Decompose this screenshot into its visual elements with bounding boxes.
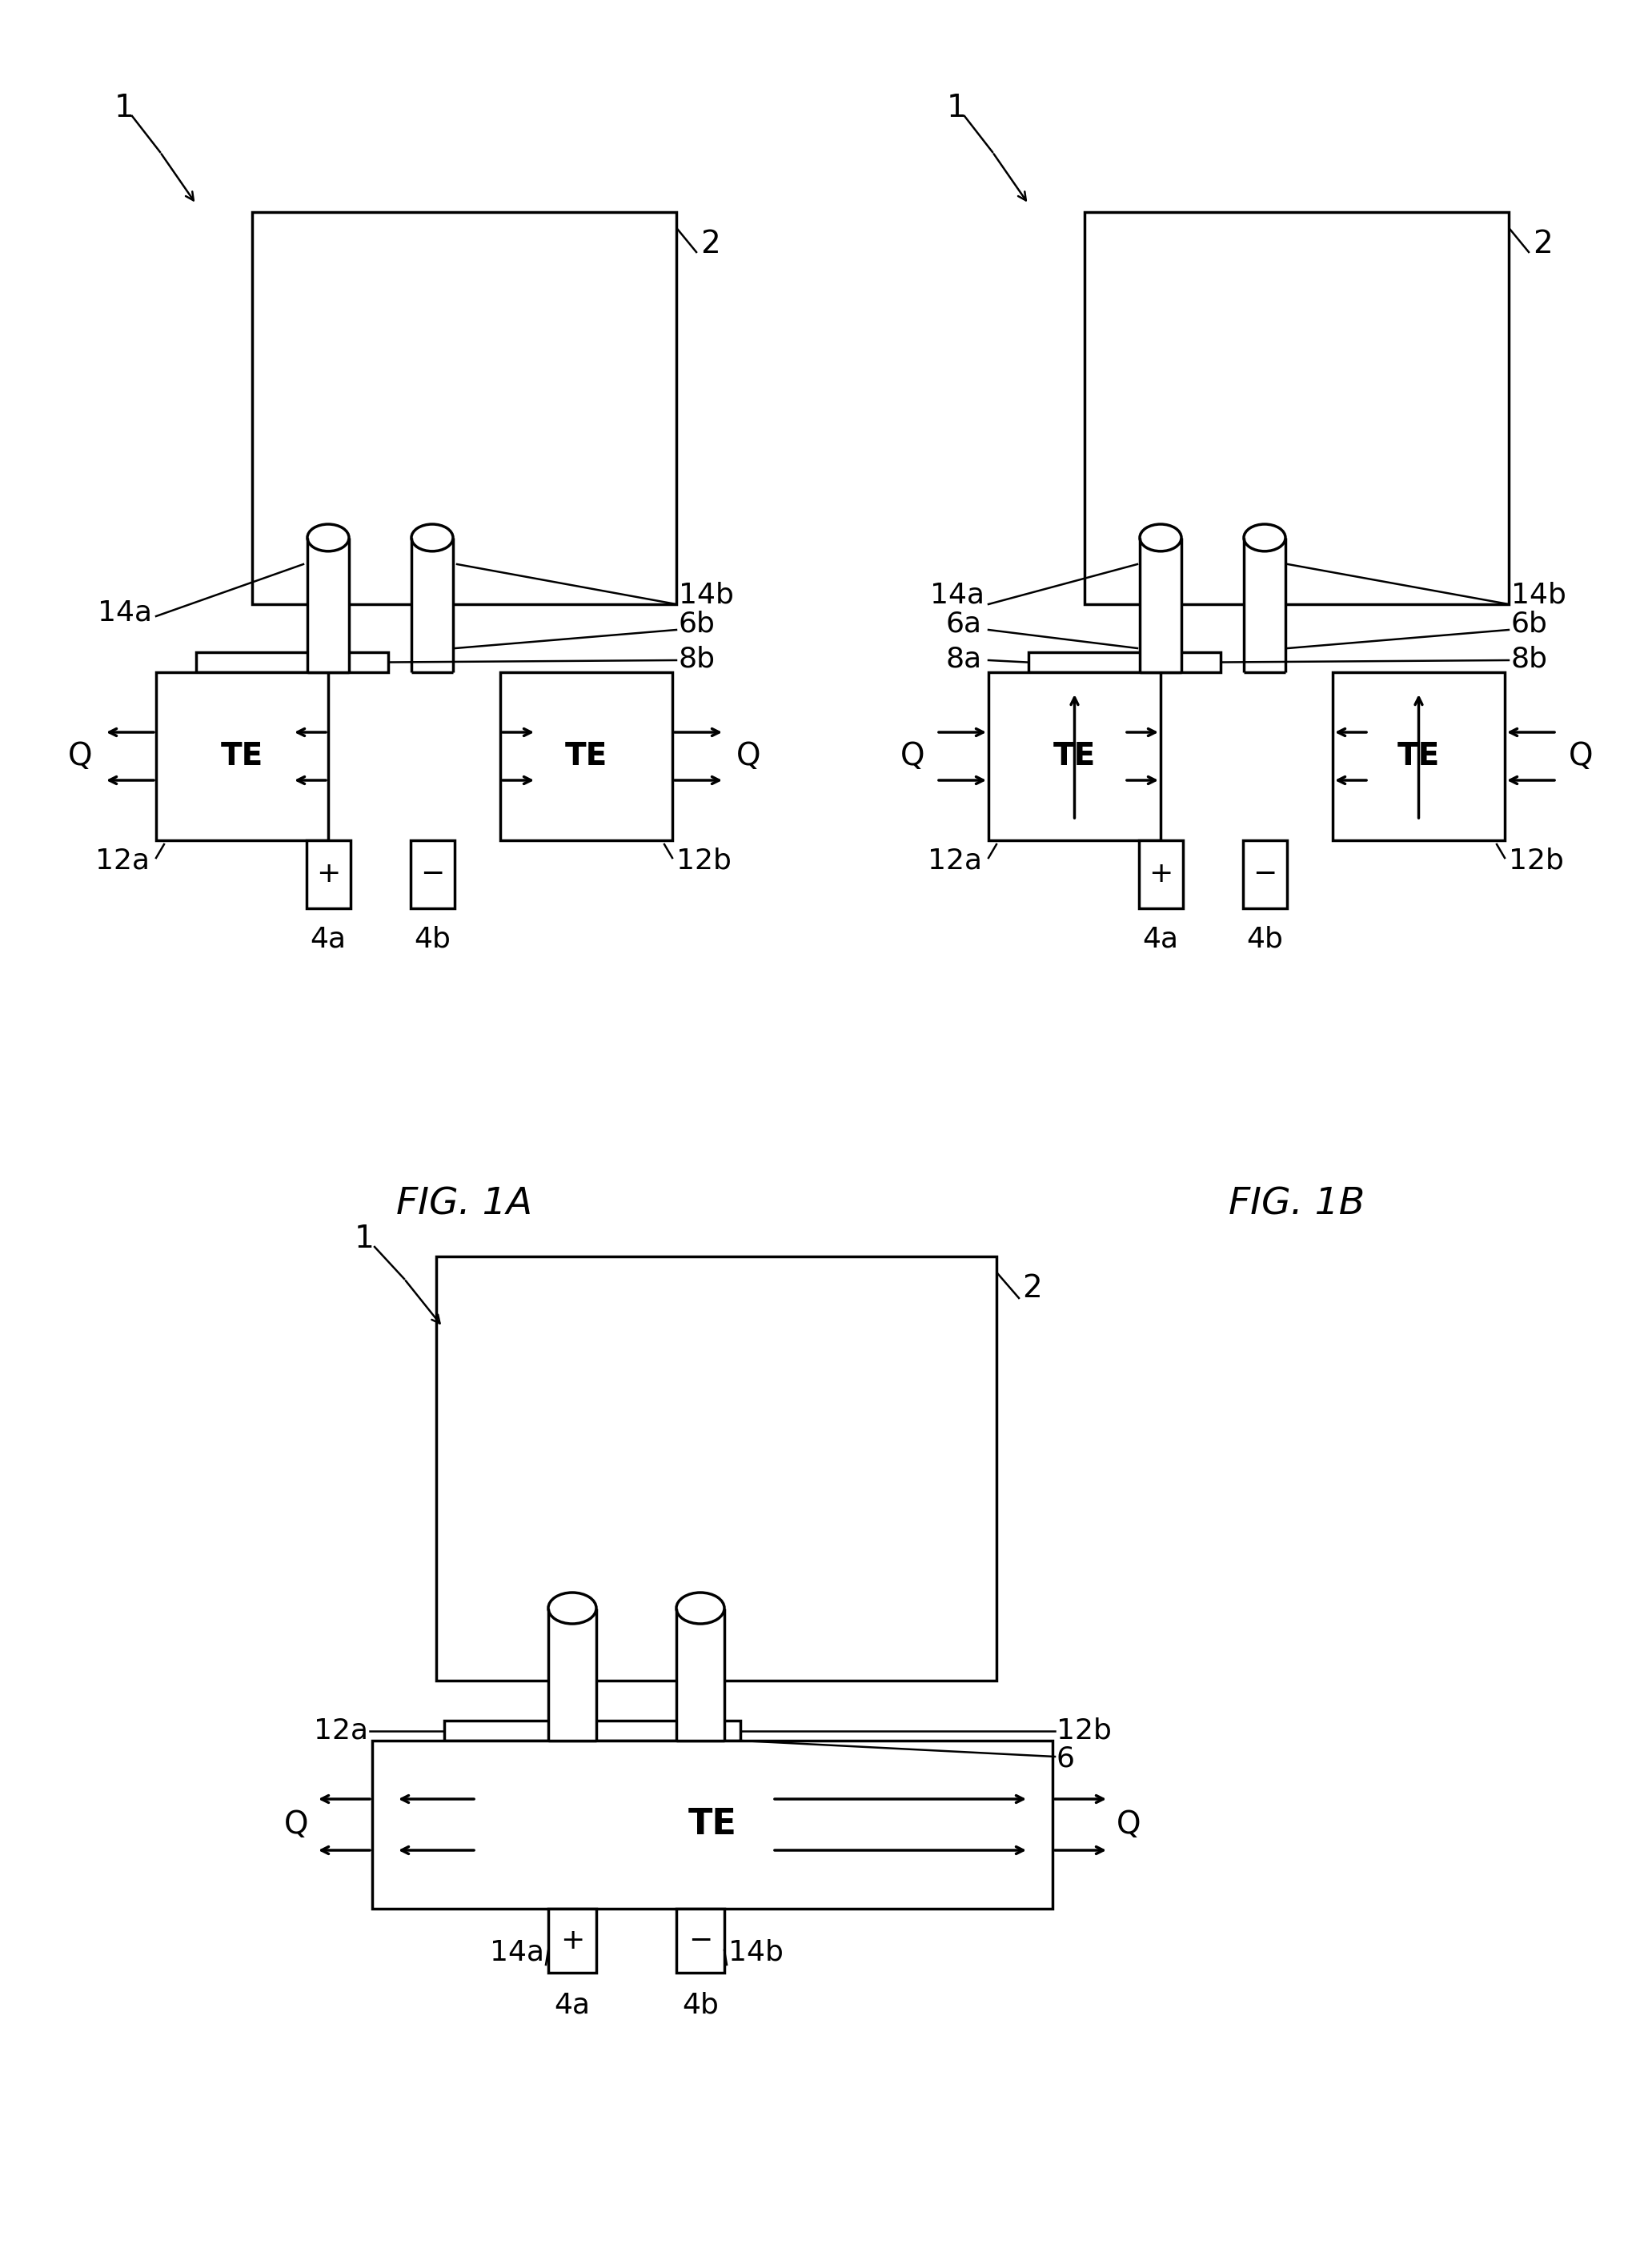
Text: Q: Q bbox=[68, 741, 93, 772]
Bar bbox=[1140, 539, 1181, 673]
Text: 4b: 4b bbox=[415, 925, 451, 951]
Text: Q: Q bbox=[284, 1809, 309, 1840]
Text: 8a: 8a bbox=[947, 644, 981, 673]
Text: 2: 2 bbox=[1023, 1272, 1042, 1304]
Text: 4a: 4a bbox=[555, 1990, 590, 2017]
Bar bbox=[988, 673, 1161, 839]
Text: +: + bbox=[560, 1928, 585, 1955]
Text: Q: Q bbox=[900, 741, 925, 772]
Text: 8b: 8b bbox=[679, 644, 715, 673]
Text: 2: 2 bbox=[1533, 229, 1553, 260]
Text: 14a: 14a bbox=[491, 1939, 544, 1966]
Bar bbox=[253, 213, 676, 604]
Text: 12b: 12b bbox=[1057, 1717, 1112, 1744]
Text: 6b: 6b bbox=[1512, 610, 1548, 637]
Bar bbox=[1333, 673, 1505, 839]
Text: 12a: 12a bbox=[96, 846, 150, 873]
Text: 4a: 4a bbox=[1143, 925, 1178, 951]
Text: 12a: 12a bbox=[928, 846, 981, 873]
Bar bbox=[1084, 213, 1508, 604]
Text: TE: TE bbox=[1054, 741, 1095, 772]
Bar bbox=[436, 1257, 996, 1681]
Text: 1: 1 bbox=[354, 1223, 373, 1254]
Text: TE: TE bbox=[687, 1806, 737, 1842]
Text: 14b: 14b bbox=[729, 1939, 783, 1966]
Text: TE: TE bbox=[1398, 741, 1441, 772]
Text: −: − bbox=[1252, 862, 1277, 889]
Text: 14a: 14a bbox=[930, 581, 985, 608]
Text: 4a: 4a bbox=[311, 925, 347, 951]
Bar bbox=[1029, 653, 1221, 673]
Text: 6b: 6b bbox=[679, 610, 715, 637]
Text: TE: TE bbox=[221, 741, 263, 772]
Bar bbox=[306, 839, 350, 909]
Text: 1: 1 bbox=[114, 92, 134, 123]
Text: 1: 1 bbox=[947, 92, 966, 123]
Ellipse shape bbox=[676, 1593, 724, 1625]
Bar bbox=[676, 1609, 724, 1741]
Text: Q: Q bbox=[1117, 1809, 1142, 1840]
Bar bbox=[1244, 539, 1285, 673]
Text: 12b: 12b bbox=[676, 846, 732, 873]
Text: 14b: 14b bbox=[1512, 581, 1566, 608]
Bar bbox=[372, 1741, 1052, 1910]
Text: +: + bbox=[316, 862, 340, 889]
Ellipse shape bbox=[1244, 525, 1285, 552]
Text: 6a: 6a bbox=[947, 610, 981, 637]
Ellipse shape bbox=[548, 1593, 596, 1625]
Text: Q: Q bbox=[737, 741, 760, 772]
Bar bbox=[1242, 839, 1287, 909]
Text: 4b: 4b bbox=[1246, 925, 1284, 951]
Bar bbox=[155, 673, 329, 839]
Bar bbox=[1138, 839, 1183, 909]
Bar bbox=[197, 653, 388, 673]
Bar bbox=[676, 1910, 724, 1972]
Bar bbox=[410, 839, 454, 909]
Text: 4b: 4b bbox=[682, 1990, 719, 2017]
Bar bbox=[548, 1910, 596, 1972]
Bar bbox=[548, 1609, 596, 1741]
Text: 2: 2 bbox=[700, 229, 720, 260]
Bar bbox=[411, 539, 453, 673]
Text: −: − bbox=[420, 862, 444, 889]
Ellipse shape bbox=[307, 525, 349, 552]
Text: FIG. 1B: FIG. 1B bbox=[1229, 1187, 1365, 1223]
Text: 14a: 14a bbox=[97, 599, 152, 626]
Text: 12a: 12a bbox=[314, 1717, 368, 1744]
Text: 6: 6 bbox=[1057, 1744, 1075, 1773]
Text: 12b: 12b bbox=[1508, 846, 1564, 873]
Text: −: − bbox=[689, 1928, 712, 1955]
Bar bbox=[501, 673, 672, 839]
Ellipse shape bbox=[411, 525, 453, 552]
Text: 14b: 14b bbox=[679, 581, 733, 608]
Bar bbox=[444, 1721, 740, 1741]
Text: +: + bbox=[1148, 862, 1173, 889]
Text: FIG. 1A: FIG. 1A bbox=[396, 1187, 532, 1223]
Ellipse shape bbox=[1140, 525, 1181, 552]
Text: Q: Q bbox=[1568, 741, 1593, 772]
Bar bbox=[307, 539, 349, 673]
Text: 8b: 8b bbox=[1512, 644, 1548, 673]
Text: TE: TE bbox=[565, 741, 608, 772]
